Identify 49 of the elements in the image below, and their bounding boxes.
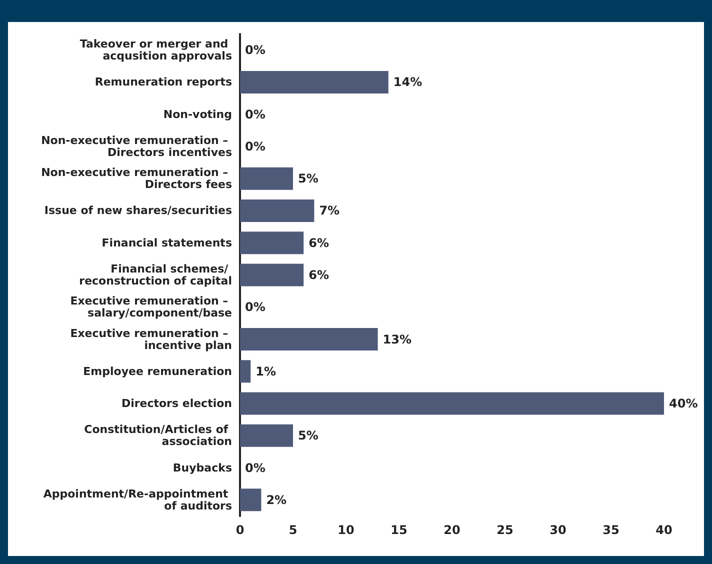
y-tick-label: Executive remuneration – incentive plan: [70, 326, 232, 352]
data-label: 6%: [308, 236, 329, 250]
y-tick-label: Non-voting: [163, 108, 232, 121]
data-label: 6%: [308, 268, 329, 282]
x-tick-label: 20: [444, 523, 460, 537]
data-label: 5%: [298, 172, 318, 186]
data-label: 1%: [256, 364, 276, 378]
data-label: 0%: [245, 107, 266, 122]
bar: [240, 488, 262, 512]
y-tick-label: Takeover or merger and acqusition approvals: [80, 38, 232, 63]
bar: [240, 424, 293, 447]
data-label: 40%: [669, 396, 698, 411]
bar: [240, 70, 388, 94]
y-tick-label: Remuneration reports: [94, 76, 232, 89]
y-tick-label: Directors election: [121, 397, 232, 410]
y-tick-label: Buybacks: [172, 461, 232, 474]
bar: [240, 360, 251, 383]
y-tick-label: Non-executive remuneration – Directors incentives: [41, 134, 232, 159]
bar: [240, 392, 664, 415]
y-tick-label: Financial statements: [102, 236, 232, 250]
y-tick-label: Executive remuneration – salary/component/base: [70, 294, 232, 320]
data-label: 7%: [319, 204, 340, 218]
bar: [240, 264, 304, 286]
data-label: 2%: [266, 492, 287, 507]
x-tick-label: 35: [602, 523, 620, 537]
data-label: 0%: [245, 460, 266, 475]
x-tick-label: 10: [338, 523, 354, 537]
data-label: 5%: [298, 428, 318, 443]
data-label: 0%: [245, 43, 266, 58]
y-tick-label: Appointment/Re-appointment of auditors: [43, 487, 232, 512]
y-tick-label: Financial schemes/ reconstruction of capital: [79, 262, 232, 288]
y-tick-label: Constitution/Articles of association: [84, 423, 232, 448]
y-tick-label: Issue of new shares/securities: [44, 204, 232, 218]
bar: [240, 199, 314, 222]
bar: [240, 232, 304, 254]
y-tick-label: Employee remuneration: [83, 364, 232, 378]
x-tick-label: 0: [236, 523, 244, 537]
data-label: 14%: [393, 75, 422, 90]
x-tick-label: 30: [550, 523, 566, 537]
bar: [240, 328, 378, 351]
data-label: 0%: [245, 300, 266, 314]
y-tick-label: Non-executive remuneration – Directors fees: [41, 166, 232, 192]
x-tick-label: 40: [656, 523, 672, 537]
bar: [240, 167, 293, 190]
data-label: 0%: [245, 139, 266, 154]
x-tick-label: 5: [288, 523, 298, 537]
x-tick-label: 25: [496, 523, 514, 537]
x-tick-label: 15: [390, 523, 408, 537]
data-label: 13%: [382, 332, 412, 346]
